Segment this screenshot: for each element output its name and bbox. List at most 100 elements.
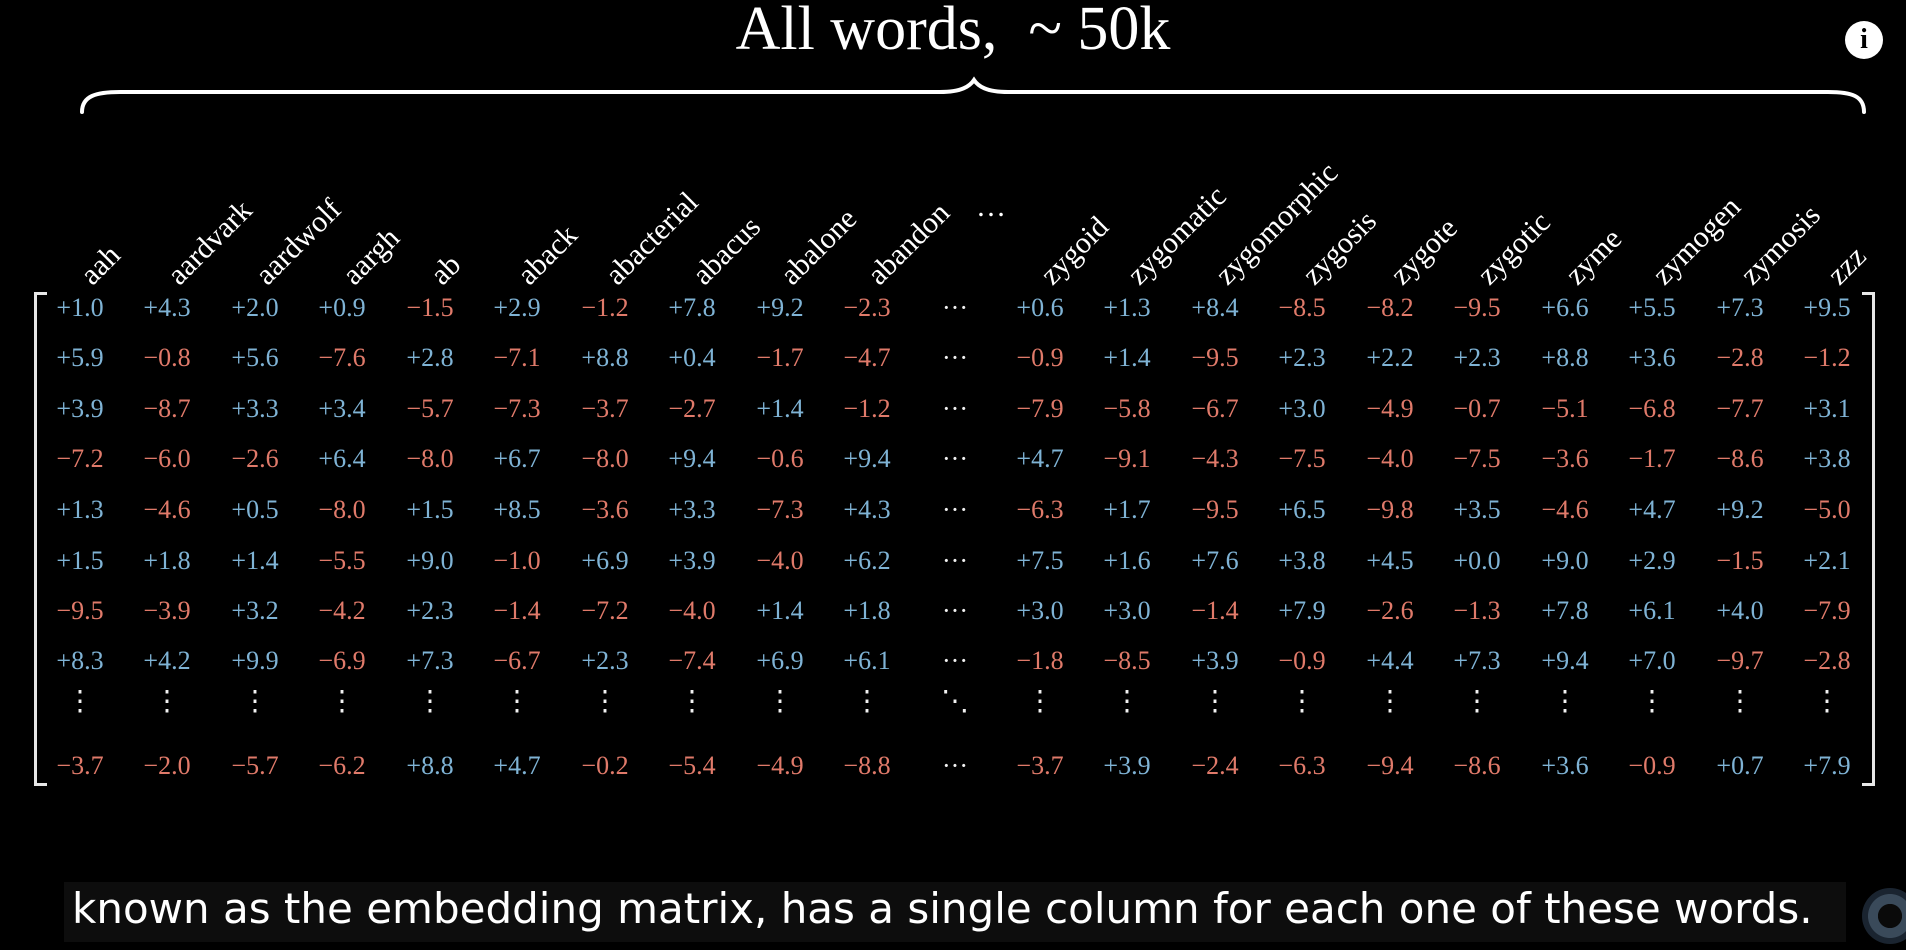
matrix-cell: +6.2 (843, 546, 891, 575)
matrix-cell: −1.7 (1628, 444, 1676, 473)
matrix-title: All words, ~ 50k (735, 0, 1171, 63)
matrix-cell: +2.3 (406, 596, 454, 625)
matrix-cell: −1.2 (581, 293, 629, 322)
column-vertical-ellipsis: ⋮ (416, 686, 444, 717)
matrix-cell: +7.3 (1453, 646, 1501, 675)
matrix-cell: +6.6 (1541, 293, 1589, 322)
matrix-cell: −3.9 (143, 596, 191, 625)
matrix-cell: −7.9 (1803, 596, 1851, 625)
matrix-cell: −9.5 (56, 596, 104, 625)
matrix-cell: +5.6 (231, 343, 279, 372)
matrix-cell: −5.0 (1803, 495, 1851, 524)
matrix-cell: +3.9 (1103, 751, 1151, 780)
matrix-cell: −2.4 (1191, 751, 1239, 780)
column-vertical-ellipsis: ⋮ (503, 686, 531, 717)
matrix-cell: −7.3 (493, 394, 541, 423)
column-vertical-ellipsis: ⋮ (1813, 686, 1841, 717)
matrix-cell: +6.5 (1278, 495, 1326, 524)
matrix-cell: +0.9 (318, 293, 366, 322)
matrix-cell: +2.9 (1628, 546, 1676, 575)
matrix-cell: +3.0 (1278, 394, 1326, 423)
matrix-cell: −6.9 (318, 646, 366, 675)
matrix-cell: +1.3 (1103, 293, 1151, 322)
matrix-cell: −4.0 (1366, 444, 1414, 473)
matrix-cell: +3.8 (1278, 546, 1326, 575)
header-ellipsis: … (976, 190, 1006, 223)
matrix-cell: −5.4 (668, 751, 716, 780)
matrix-cell: −9.1 (1103, 444, 1151, 473)
matrix-cell: +2.8 (406, 343, 454, 372)
row-ellipsis: ··· (942, 596, 968, 625)
matrix-cell: +4.7 (493, 751, 541, 780)
matrix-cell: +7.8 (668, 293, 716, 322)
matrix-cell: +4.5 (1366, 546, 1414, 575)
matrix-cell: +7.6 (1191, 546, 1239, 575)
column-header-aah: aah (74, 238, 127, 292)
matrix-cell: −4.0 (668, 596, 716, 625)
matrix-cell: −7.6 (318, 343, 366, 372)
matrix-cell: +1.5 (56, 546, 104, 575)
matrix-cell: +4.7 (1016, 444, 1064, 473)
column-vertical-ellipsis: ⋮ (328, 686, 356, 717)
matrix-cell: +9.4 (668, 444, 716, 473)
column-header-zzz: zzz (1821, 239, 1873, 292)
matrix-cell: +2.0 (231, 293, 279, 322)
column-vertical-ellipsis: ⋮ (153, 686, 181, 717)
matrix-cell: +0.7 (1716, 751, 1764, 780)
matrix-cell: +8.8 (581, 343, 629, 372)
matrix-cell: +3.9 (56, 394, 104, 423)
matrix-cell: +3.6 (1628, 343, 1676, 372)
matrix-cell: +7.3 (406, 646, 454, 675)
matrix-cell: −2.3 (843, 293, 891, 322)
row-ellipsis: ··· (942, 546, 968, 575)
matrix-cell: −1.8 (1016, 646, 1064, 675)
matrix-cell: −4.6 (1541, 495, 1589, 524)
matrix-cell: +1.8 (143, 546, 191, 575)
matrix-cell: −8.5 (1278, 293, 1326, 322)
matrix-cell: +2.3 (1453, 343, 1501, 372)
matrix-cell: −3.7 (581, 394, 629, 423)
row-ellipsis: ··· (942, 343, 968, 372)
matrix-cell: +7.5 (1016, 546, 1064, 575)
matrix-cell: +1.6 (1103, 546, 1151, 575)
matrix-cell: −3.6 (1541, 444, 1589, 473)
matrix-cell: +6.9 (756, 646, 804, 675)
matrix-cell: −8.6 (1453, 751, 1501, 780)
matrix-cell: −5.1 (1541, 394, 1589, 423)
matrix-cell: +1.5 (406, 495, 454, 524)
matrix-cell: −1.4 (493, 596, 541, 625)
matrix-cell: −6.7 (1191, 394, 1239, 423)
matrix-cell: −8.0 (406, 444, 454, 473)
matrix-cell: +2.2 (1366, 343, 1414, 372)
column-header-abacterial: abacterial (599, 185, 705, 292)
matrix-right-bracket (1862, 292, 1875, 786)
info-icon[interactable]: i (1845, 21, 1883, 59)
matrix-cell: +2.9 (493, 293, 541, 322)
matrix-cell: +3.5 (1453, 495, 1501, 524)
matrix-cell: −8.8 (843, 751, 891, 780)
diagonal-ellipsis: ⋱ (941, 686, 969, 717)
matrix-cell: −4.0 (756, 546, 804, 575)
matrix-cell: −6.0 (143, 444, 191, 473)
matrix-cell: +4.0 (1716, 596, 1764, 625)
row-ellipsis: ··· (942, 751, 968, 780)
matrix-cell: −2.7 (668, 394, 716, 423)
column-vertical-ellipsis: ⋮ (1026, 686, 1054, 717)
column-vertical-ellipsis: ⋮ (678, 686, 706, 717)
matrix-cell: −1.2 (1803, 343, 1851, 372)
matrix-cell: −7.5 (1453, 444, 1501, 473)
matrix-cell: −0.9 (1016, 343, 1064, 372)
matrix-cell: −0.6 (756, 444, 804, 473)
matrix-cell: −9.4 (1366, 751, 1414, 780)
matrix-cell: −4.6 (143, 495, 191, 524)
matrix-cell: −8.7 (143, 394, 191, 423)
matrix-cell: −8.2 (1366, 293, 1414, 322)
matrix-cell: −5.7 (406, 394, 454, 423)
row-ellipsis: ··· (942, 495, 968, 524)
row-ellipsis: ··· (942, 444, 968, 473)
matrix-cell: +3.6 (1541, 751, 1589, 780)
matrix-cell: −7.4 (668, 646, 716, 675)
row-ellipsis: ··· (942, 394, 968, 423)
matrix-cell: −4.2 (318, 596, 366, 625)
